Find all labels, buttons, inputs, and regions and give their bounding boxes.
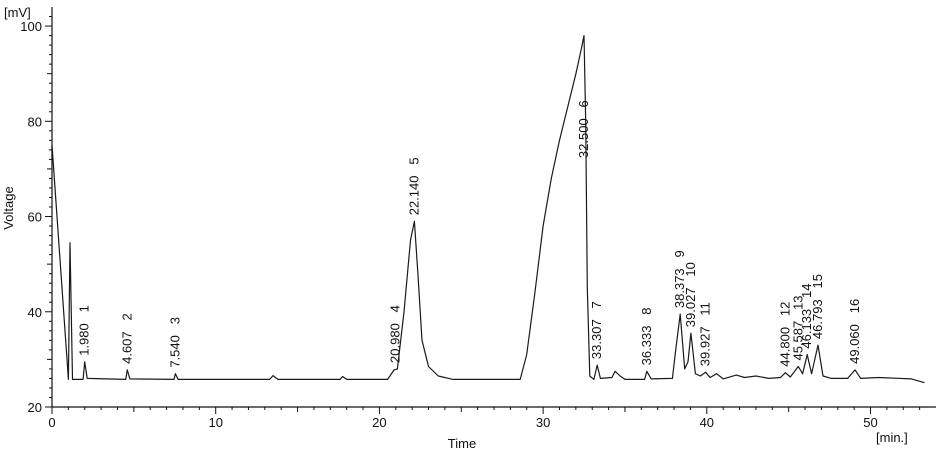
peak-label-6: 32.500 6	[576, 100, 591, 158]
peak-label-12: 44.800 12	[777, 302, 792, 367]
peak-label-15: 46.793 15	[810, 274, 825, 339]
x-axis-title: Time	[448, 436, 476, 451]
y-unit-label: [mV]	[4, 5, 31, 20]
y-tick-label: 20	[28, 400, 42, 415]
x-unit-label: [min.]	[876, 430, 908, 445]
peak-label-9: 38.373 9	[672, 250, 687, 308]
axes: 0 10 20 30 40 50 20 40 60 80 100	[20, 7, 936, 430]
peak-label-14: 46.133 14	[799, 284, 814, 349]
peak-label-11: 39.927 11	[698, 302, 713, 366]
y-tick-label: 100	[20, 19, 42, 34]
peak-label-13: 45.587 13	[790, 295, 805, 360]
x-tick-label: 10	[208, 415, 222, 430]
chromatogram-trace	[51, 35, 925, 384]
peak-label-1: 1.980 1	[76, 305, 91, 356]
x-tick-label: 0	[48, 415, 55, 430]
trace-layer	[51, 35, 925, 384]
peak-label-7: 33.307 7	[589, 301, 604, 359]
peak-labels: 1.980 1 4.607 2 7.540 3 20.980 4 22.140 5 32.…	[76, 100, 862, 367]
y-tick-label: 40	[28, 305, 42, 320]
x-tick-label: 50	[863, 415, 877, 430]
peak-label-16: 49.060 16	[847, 299, 862, 364]
peak-label-3: 7.540 3	[167, 317, 182, 368]
peak-label-10: 39.027 10	[683, 262, 698, 327]
peak-label-2: 4.607 2	[119, 313, 134, 364]
x-tick-label: 40	[700, 415, 714, 430]
x-tick-label: 30	[536, 415, 550, 430]
y-tick-label: 60	[28, 210, 42, 225]
peak-label-5: 22.140 5	[406, 157, 421, 215]
y-tick-label: 80	[28, 114, 42, 129]
peak-label-8: 36.333 8	[639, 307, 654, 365]
x-tick-label: 20	[372, 415, 386, 430]
y-axis-title: Voltage	[1, 186, 16, 229]
peak-label-4: 20.980 4	[388, 305, 403, 363]
